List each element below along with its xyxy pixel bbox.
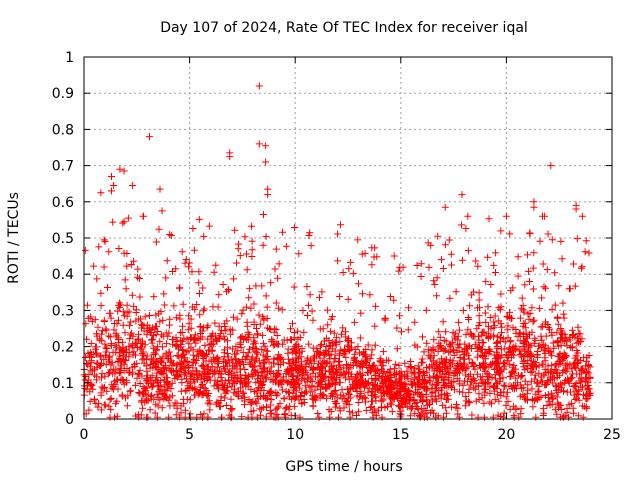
y-tick-label: 0.2 [52,340,74,356]
axis-ticks: 0 5 10 15 20 25 0 0.1 0.2 0.3 0.4 0.5 0.6 0.7 0.8 0.9 1 [52,50,621,443]
y-tick-label: 0.8 [52,122,74,138]
data-points [80,82,594,421]
roti-markers [80,82,594,421]
y-tick-label: 0.5 [52,231,74,247]
y-axis-label: ROTI / TECUs [6,192,22,284]
x-tick-label: 15 [392,427,410,443]
y-tick-label: 0.4 [52,267,74,283]
y-tick-label: 0 [65,412,74,428]
y-tick-label: 0.7 [52,159,74,175]
x-tick-label: 25 [603,427,621,443]
y-tick-label: 0.9 [52,86,74,102]
x-tick-label: 20 [497,427,515,443]
x-axis-label: GPS time / hours [285,459,402,475]
y-tick-label: 0.6 [52,195,74,211]
x-tick-label: 5 [185,427,194,443]
y-tick-label: 0.3 [52,303,74,319]
y-tick-label: 0.1 [52,376,74,392]
chart-title: Day 107 of 2024, Rate Of TEC Index for r… [160,20,528,36]
y-tick-label: 1 [65,50,74,66]
x-tick-label: 0 [80,427,89,443]
x-tick-label: 10 [286,427,304,443]
